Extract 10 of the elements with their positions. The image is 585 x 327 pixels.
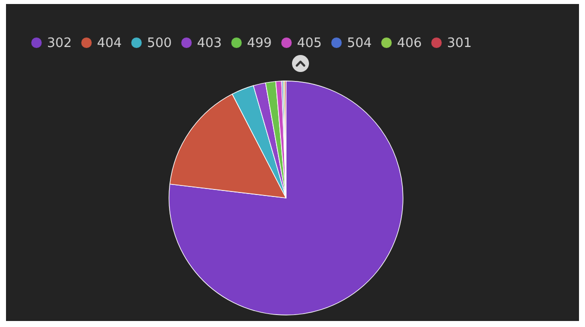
legend-label: 500	[147, 36, 172, 51]
legend-label: 405	[297, 36, 322, 51]
legend-label: 301	[447, 36, 472, 51]
legend-label: 406	[397, 36, 422, 51]
legend-label: 404	[97, 36, 122, 51]
legend-label: 302	[47, 36, 72, 51]
legend-label: 504	[347, 36, 372, 51]
pie-slice	[168, 80, 404, 316]
legend-label: 403	[197, 36, 222, 51]
legend-label: 499	[247, 36, 272, 51]
